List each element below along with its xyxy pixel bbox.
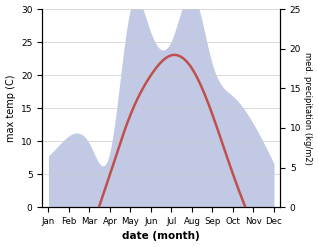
Y-axis label: med. precipitation (kg/m2): med. precipitation (kg/m2): [303, 52, 313, 165]
Y-axis label: max temp (C): max temp (C): [5, 74, 16, 142]
X-axis label: date (month): date (month): [122, 231, 200, 242]
